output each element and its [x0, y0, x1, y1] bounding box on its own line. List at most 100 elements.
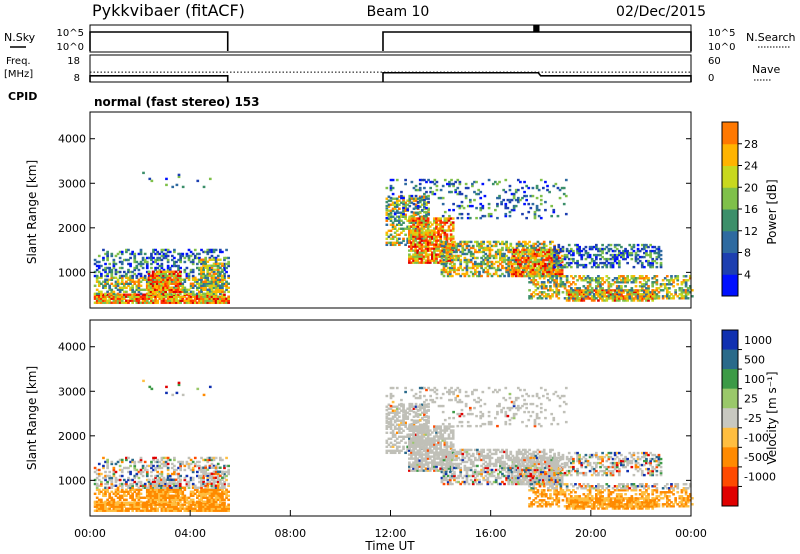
power-cell: [597, 263, 600, 267]
velocity-cell: [93, 509, 97, 512]
power-cell: [106, 254, 109, 258]
power-cell: [532, 291, 536, 294]
power-cell: [412, 243, 415, 246]
power-cell: [170, 272, 174, 275]
nave-tick-bottom: 0: [708, 73, 714, 84]
power-cell: [682, 275, 686, 278]
velocity-cell: [166, 458, 170, 462]
power-cell: [509, 242, 513, 246]
power-cell: [519, 254, 522, 258]
power-cell: [609, 293, 613, 296]
power-cell: [519, 256, 522, 260]
power-cell: [191, 299, 195, 302]
power-cell: [479, 190, 483, 194]
power-cell: [533, 212, 537, 216]
power-cell: [448, 244, 452, 248]
power-cell: [216, 266, 220, 269]
power-cell: [678, 287, 682, 290]
velocity-cell: [151, 480, 155, 483]
power-cell: [164, 274, 167, 277]
power-cell: [451, 274, 454, 278]
power-cell: [437, 219, 440, 222]
power-cell: [156, 266, 160, 270]
power-cell: [555, 285, 559, 288]
velocity-cell: [97, 509, 101, 512]
power-cell: [492, 244, 496, 248]
power-cell: [187, 288, 191, 292]
power-cell: [499, 268, 502, 272]
power-cell: [110, 295, 114, 298]
power-cell: [651, 277, 655, 280]
power-cell: [653, 259, 657, 263]
power-cell: [640, 295, 644, 298]
velocity-cell: [173, 458, 176, 462]
power-cell: [624, 279, 627, 282]
power-cell: [531, 262, 535, 266]
power-cell: [102, 284, 105, 288]
power-cell: [617, 299, 621, 302]
power-cell: [492, 240, 496, 244]
power-cell: [515, 242, 519, 246]
power-cell: [200, 260, 203, 263]
power-cell: [112, 276, 116, 279]
velocity-cell: [156, 460, 160, 464]
power-cell: [465, 244, 469, 248]
power-cell: [567, 285, 571, 288]
power-cell: [521, 254, 525, 258]
power-cell: [398, 227, 401, 230]
power-cell: [590, 245, 594, 249]
power-cell: [178, 282, 182, 286]
velocity-cell: [225, 492, 228, 496]
power-cell: [412, 233, 415, 236]
power-cell: [607, 297, 611, 300]
velocity-cell: [143, 484, 147, 487]
power-cell: [135, 274, 139, 278]
power-cell: [420, 178, 424, 182]
power-cell: [202, 272, 205, 275]
power-cell: [451, 250, 454, 254]
power-cell: [210, 280, 214, 284]
power-cell: [143, 293, 147, 296]
power-cell: [462, 206, 466, 210]
power-cell: [592, 279, 596, 282]
power-cell: [416, 217, 420, 220]
power-cell: [448, 242, 452, 246]
power-cell: [100, 282, 103, 286]
power-cell: [459, 250, 463, 254]
power-cell: [129, 282, 132, 286]
power-cell: [395, 205, 399, 208]
power-cell: [443, 247, 447, 250]
power-cell: [597, 279, 600, 282]
power-cell: [147, 276, 151, 279]
power-cell: [412, 227, 415, 230]
velocity-cell: [150, 492, 153, 496]
power-cell: [389, 219, 393, 222]
power-cell: [145, 284, 149, 288]
power-cell: [131, 252, 135, 256]
power-cell: [512, 192, 516, 196]
power-cell: [398, 203, 401, 206]
velocity-cell: [187, 466, 191, 470]
power-cell: [505, 262, 508, 266]
power-cell: [547, 281, 550, 284]
power-cell: [512, 248, 516, 252]
power-cell: [459, 260, 463, 264]
power-cell: [494, 240, 498, 244]
power-cell: [684, 295, 688, 298]
power-cell: [546, 258, 549, 262]
power-cell: [164, 284, 167, 288]
velocity-cell: [114, 476, 118, 480]
power-cell: [398, 237, 401, 241]
power-cell: [435, 221, 438, 224]
power-cell: [586, 275, 590, 278]
velocity-cell: [110, 505, 114, 508]
power-cell: [615, 289, 619, 292]
power-cell: [221, 293, 224, 296]
power-cell: [160, 286, 163, 290]
power-cell: [437, 196, 441, 200]
power-cell: [628, 251, 632, 255]
power-cell: [531, 194, 535, 198]
velocity-cell: [118, 503, 122, 506]
power-cell: [414, 206, 418, 210]
power-cell: [122, 282, 126, 286]
